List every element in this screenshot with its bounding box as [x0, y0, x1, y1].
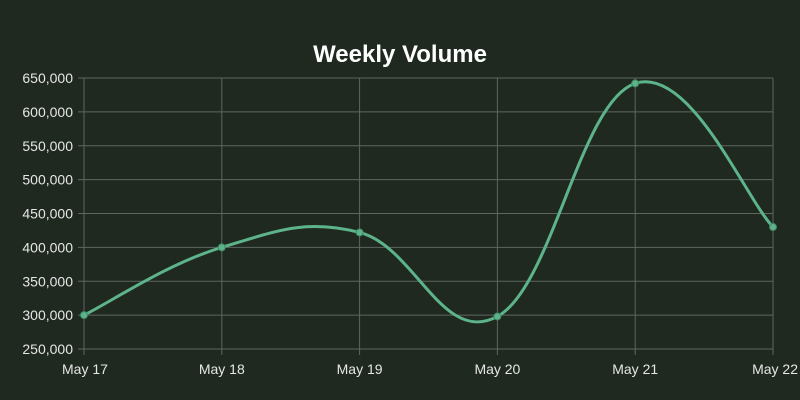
x-tick-label: May 21: [612, 361, 658, 377]
data-point[interactable]: [769, 223, 777, 232]
x-tick-label: May 17: [62, 361, 108, 377]
y-tick-label: 250,000: [22, 341, 73, 357]
x-tick-label: May 19: [337, 361, 383, 377]
data-point[interactable]: [493, 312, 502, 321]
x-axis-tick-labels: May 17 May 18 May 19 May 20 May 21 May 22: [62, 361, 798, 377]
y-tick-label: 550,000: [22, 138, 73, 154]
y-tick-label: 400,000: [22, 239, 73, 255]
data-point[interactable]: [80, 311, 88, 320]
data-point[interactable]: [355, 228, 364, 237]
y-tick-label: 350,000: [22, 273, 73, 289]
data-point[interactable]: [631, 79, 640, 88]
y-tick-label: 300,000: [22, 307, 73, 323]
chart-title: Weekly Volume: [313, 41, 487, 68]
y-tick-label: 450,000: [22, 206, 73, 222]
y-tick-label: 500,000: [22, 172, 73, 188]
y-tick-label: 650,000: [22, 70, 73, 86]
series-layer: [80, 79, 777, 324]
x-tick-label: May 20: [474, 361, 520, 377]
y-tick-label: 600,000: [22, 104, 73, 120]
grid: [78, 77, 774, 355]
data-point[interactable]: [217, 243, 226, 252]
x-tick-label: May 22: [752, 361, 798, 377]
y-axis-tick-labels: 250,000 300,000 350,000 400,000 450,000 500,0…: [22, 70, 73, 357]
series-line: [82, 80, 775, 324]
x-tick-label: May 18: [199, 361, 245, 377]
